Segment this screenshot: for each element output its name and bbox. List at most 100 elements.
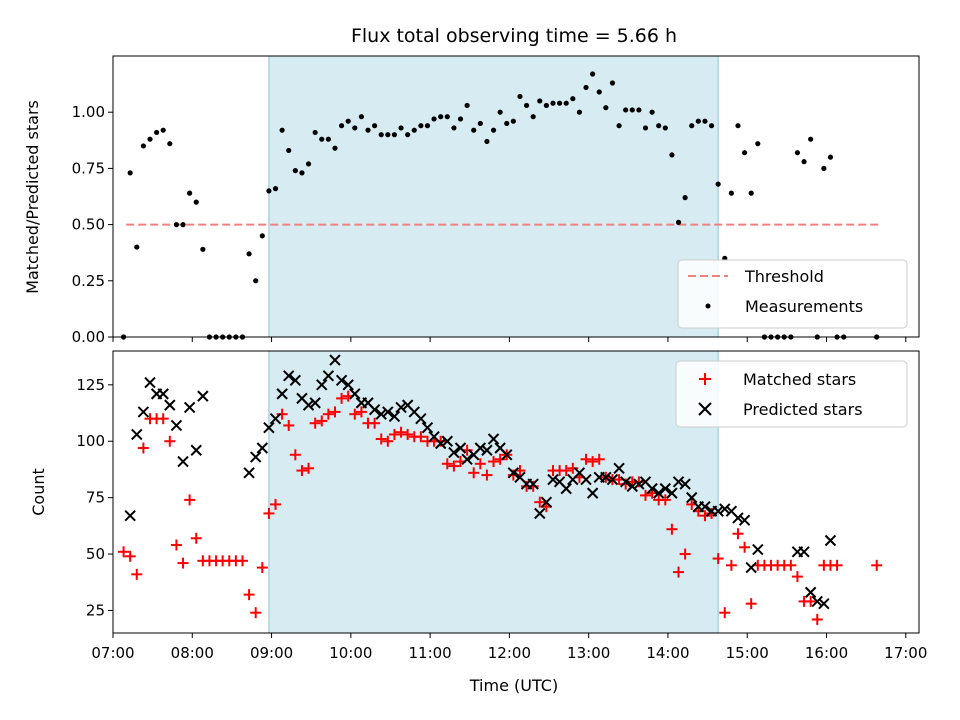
- predicted-star-point: [672, 476, 685, 488]
- predicted-star-point: [600, 471, 612, 484]
- x-tick-label: 13:00: [567, 644, 610, 662]
- predicted-star-point: [190, 444, 202, 456]
- matched-star-point: [164, 435, 176, 447]
- x-axis-label: Time (UTC): [469, 676, 558, 695]
- matched-star-point: [785, 559, 797, 571]
- matched-star-point: [494, 453, 506, 465]
- measurement-point: [319, 136, 325, 142]
- predicted-star-point: [487, 433, 500, 445]
- y-tick-label: 0.75: [72, 159, 105, 177]
- predicted-star-point: [461, 453, 473, 465]
- x-ticks-bottom: 07:00 08:00 09:00 10:00 11:00 12:00 13:00 14:00…: [91, 633, 927, 662]
- legend-measurements-label: Measurements: [745, 297, 863, 316]
- predicted-star-point: [316, 379, 328, 391]
- matched-star-point: [131, 568, 143, 580]
- panel-bottom-count: 25 50 75 100 125 07:00 08:00 09:00 10:00 11:00 12…: [29, 350, 927, 695]
- predicted-star-point: [124, 509, 136, 522]
- measurement-point: [299, 170, 305, 176]
- matched-star-point: [118, 546, 130, 558]
- y-tick-label: 125: [76, 376, 105, 394]
- predicted-star-point: [289, 374, 302, 387]
- matched-star-point: [303, 462, 315, 474]
- measurement-point: [596, 89, 602, 95]
- measurement-point: [682, 195, 688, 201]
- predicted-star-point: [249, 451, 262, 463]
- predicted-star-point: [547, 473, 559, 486]
- measurement-point: [662, 125, 668, 131]
- matched-star-point: [124, 550, 136, 562]
- measurement-point: [477, 120, 483, 127]
- matched-star-point: [375, 433, 387, 445]
- measurement-point: [741, 150, 748, 156]
- predicted-star-point: [811, 595, 823, 608]
- predicted-star-point: [586, 487, 599, 499]
- predicted-star-point: [335, 374, 348, 387]
- predicted-star-point: [818, 597, 830, 610]
- measurement-point: [385, 132, 391, 138]
- measurement-point: [530, 114, 536, 120]
- predicted-star-point: [256, 442, 269, 454]
- predicted-star-point: [659, 482, 672, 495]
- predicted-star-point: [131, 428, 143, 441]
- predicted-star-point: [243, 467, 255, 479]
- matched-star-point: [871, 559, 883, 571]
- y-tick-label: 100: [76, 432, 105, 450]
- measurement-point: [187, 190, 193, 196]
- measurement-point: [259, 233, 265, 239]
- matched-star-point: [639, 489, 651, 501]
- matched-star-point: [329, 406, 341, 418]
- measurement-point: [160, 127, 166, 133]
- axes-frame-top: [112, 55, 920, 338]
- matched-star-point: [468, 467, 480, 479]
- measurement-point: [557, 100, 563, 106]
- predicted-star-point: [752, 543, 764, 556]
- predicted-star-point: [732, 512, 744, 524]
- legend-measurements-swatch: [705, 303, 711, 309]
- predicted-star-point: [177, 455, 189, 468]
- measurement-point: [127, 170, 133, 176]
- matched-star-point: [250, 607, 262, 619]
- predicted-star-point: [164, 399, 176, 411]
- predicted-star-point: [197, 390, 209, 402]
- predicted-star-point: [276, 388, 288, 400]
- measurement-point: [735, 123, 741, 129]
- matched-star-point: [243, 589, 255, 601]
- predicted-star-point: [606, 473, 619, 486]
- measurement-point: [583, 84, 589, 91]
- matched-star-point: [441, 458, 453, 470]
- measurement-point: [398, 125, 404, 131]
- predicted-star-point: [283, 370, 295, 382]
- measurement-point: [338, 123, 345, 129]
- matched-star-point: [170, 539, 182, 551]
- measurement-point: [418, 123, 424, 129]
- matched-star-point: [289, 449, 301, 461]
- predicted-star-point: [421, 421, 434, 434]
- measurement-point: [405, 132, 411, 138]
- predicted-star-point: [183, 401, 196, 414]
- legend-bottom: Matched stars Predicted stars: [675, 360, 908, 428]
- chart-title: Flux total observing time = 5.66 h: [351, 25, 677, 47]
- matched-star-point: [725, 559, 737, 571]
- measurement-point: [266, 188, 272, 194]
- matched-star-point: [349, 408, 361, 420]
- predicted-star-point: [745, 561, 757, 574]
- legend-matched-label: Matched stars: [743, 370, 856, 389]
- predicted-star-point: [560, 482, 572, 495]
- matched-star-point: [296, 465, 308, 477]
- predicted-star-point: [137, 406, 150, 418]
- predicted-star-point: [481, 444, 493, 456]
- measurement-point: [708, 123, 715, 129]
- matched-star-point: [831, 559, 843, 571]
- measurement-point: [649, 109, 655, 115]
- predicted-star-point: [501, 449, 513, 461]
- matched-star-point: [587, 456, 599, 468]
- predicted-star-point: [686, 491, 698, 504]
- y-ticks-bottom: 25 50 75 100 125: [76, 376, 113, 619]
- predicted-star-point: [798, 546, 810, 558]
- measurement-point: [576, 109, 583, 115]
- measurement-point: [695, 118, 701, 124]
- measurement-point: [484, 138, 490, 145]
- measurement-point: [510, 118, 516, 124]
- measurement-point: [372, 123, 378, 129]
